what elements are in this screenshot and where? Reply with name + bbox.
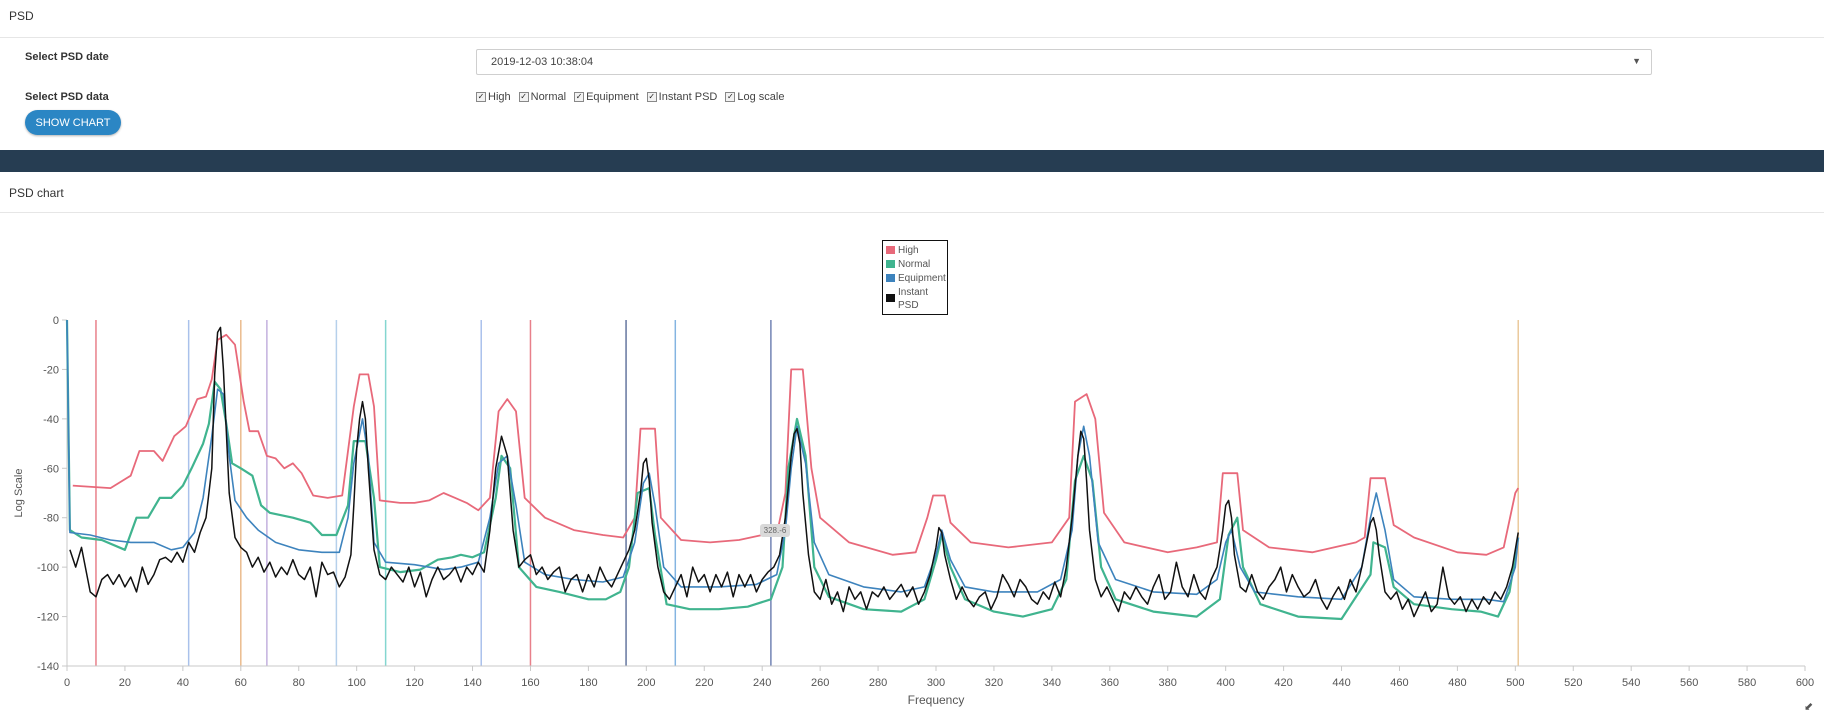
legend-item-equipment[interactable]: Equipment: [886, 271, 946, 285]
chart-legend[interactable]: High Normal Equipment Instant PSD: [882, 240, 948, 315]
x-tick-label: 20: [119, 677, 131, 689]
x-axis-label: Frequency: [908, 693, 965, 707]
y-tick-label: -20: [43, 364, 59, 376]
x-tick-label: 300: [927, 677, 945, 689]
x-tick-label: 480: [1448, 677, 1466, 689]
x-tick-label: 560: [1680, 677, 1698, 689]
x-tick-label: 40: [177, 677, 189, 689]
x-tick-label: 100: [347, 677, 365, 689]
y-tick-label: -140: [37, 661, 59, 673]
x-tick-label: 540: [1622, 677, 1640, 689]
chart-section-title: PSD chart: [9, 186, 64, 200]
x-tick-label: 120: [405, 677, 423, 689]
legend-label: Equipment: [898, 273, 946, 284]
x-tick-label: 60: [235, 677, 247, 689]
y-tick-label: 0: [53, 315, 59, 327]
section-separator-bar: [0, 150, 1824, 172]
legend-item-normal[interactable]: Normal: [886, 257, 944, 271]
legend-label: Instant PSD: [898, 287, 929, 311]
show-chart-button[interactable]: SHOW CHART: [25, 110, 121, 135]
legend-swatch: [886, 294, 895, 302]
chevron-down-icon: ▼: [1632, 56, 1641, 66]
checkbox-icon[interactable]: ✓: [476, 92, 486, 102]
series-line-instant-psd: [69, 326, 1519, 618]
data-checkbox-group: ✓ High ✓ Normal ✓ Equipment ✓ Instant PSD ✓ L…: [476, 91, 784, 103]
x-tick-label: 580: [1738, 677, 1756, 689]
y-axis-label: Log Scale: [13, 469, 25, 518]
legend-swatch: [886, 274, 895, 282]
y-tick-label: -40: [43, 414, 59, 426]
date-select[interactable]: 2019-12-03 10:38:04 ▼: [476, 49, 1652, 75]
x-tick-label: 520: [1564, 677, 1582, 689]
series-line-high: [72, 333, 1519, 556]
legend-label: Normal: [898, 259, 931, 270]
legend-label: High: [898, 245, 919, 256]
checkbox-icon[interactable]: ✓: [646, 92, 657, 102]
x-tick-label: 320: [985, 677, 1003, 689]
series-line-equipment: [66, 319, 1519, 603]
x-tick-label: 500: [1506, 677, 1524, 689]
data-label: Select PSD data: [25, 91, 109, 103]
x-tick-label: 260: [811, 677, 829, 689]
checkbox-icon[interactable]: ✓: [574, 92, 585, 102]
checkbox-normal[interactable]: ✓ Normal: [518, 91, 567, 103]
y-tick-label: -60: [43, 463, 59, 475]
x-tick-label: 220: [695, 677, 713, 689]
x-tick-label: 440: [1332, 677, 1350, 689]
x-tick-label: 0: [64, 677, 70, 689]
checkbox-label: Equipment: [586, 91, 639, 103]
x-tick-label: 380: [1159, 677, 1177, 689]
legend-swatch: [886, 246, 895, 254]
x-tick-label: 600: [1796, 677, 1814, 689]
section-title: PSD: [9, 9, 34, 23]
date-select-value: 2019-12-03 10:38:04: [491, 56, 594, 68]
checkbox-log-scale[interactable]: ✓ Log scale: [725, 91, 784, 103]
x-tick-label: 340: [1043, 677, 1061, 689]
series-line-normal: [65, 319, 1520, 621]
legend-swatch: [886, 260, 895, 268]
x-tick-label: 140: [463, 677, 481, 689]
checkbox-equipment[interactable]: ✓ Equipment: [574, 91, 639, 103]
checkbox-high[interactable]: ✓ High: [476, 91, 511, 103]
x-tick-label: 200: [637, 677, 655, 689]
legend-item-high[interactable]: High: [886, 243, 944, 257]
x-tick-label: 240: [753, 677, 771, 689]
y-tick-label: -100: [37, 562, 59, 574]
resize-handle-icon[interactable]: ⬋: [1804, 701, 1814, 713]
x-tick-label: 460: [1390, 677, 1408, 689]
y-tick-label: -120: [37, 612, 59, 624]
date-label: Select PSD date: [25, 51, 109, 63]
legend-item-instant-psd[interactable]: Instant PSD: [886, 285, 944, 312]
x-tick-label: 400: [1216, 677, 1234, 689]
checkbox-icon[interactable]: ✓: [518, 92, 529, 102]
x-tick-label: 80: [293, 677, 305, 689]
checkbox-instant-psd[interactable]: ✓ Instant PSD: [646, 91, 718, 103]
hover-tooltip: 328.-6: [760, 524, 790, 537]
checkbox-label: High: [488, 91, 511, 103]
checkbox-label: Log scale: [737, 91, 785, 103]
checkbox-label: Instant PSD: [658, 91, 718, 103]
divider: [0, 212, 1824, 213]
x-tick-label: 280: [869, 677, 887, 689]
checkbox-icon[interactable]: ✓: [725, 92, 736, 102]
x-tick-label: 420: [1274, 677, 1292, 689]
x-tick-label: 180: [579, 677, 597, 689]
x-tick-label: 360: [1101, 677, 1119, 689]
divider: [0, 37, 1824, 38]
checkbox-label: Normal: [530, 91, 567, 103]
x-tick-label: 160: [521, 677, 539, 689]
y-tick-label: -80: [43, 513, 59, 525]
